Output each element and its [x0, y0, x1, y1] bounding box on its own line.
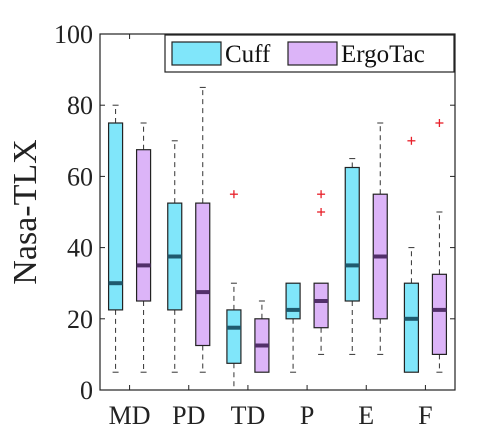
iqr-box — [431, 273, 448, 355]
iqr-box — [285, 282, 301, 320]
y-tick-label: 100 — [54, 20, 93, 49]
x-tick-label: F — [418, 401, 432, 430]
x-tick-label: TD — [231, 401, 266, 430]
iqr-box — [226, 309, 242, 364]
box-ergotac-md — [135, 122, 152, 373]
x-tick-label: MD — [109, 401, 151, 430]
plot-area — [107, 86, 448, 391]
iqr-box — [135, 149, 152, 302]
iqr-box — [403, 282, 420, 373]
outlier-marker — [435, 119, 444, 127]
legend-swatch-ergotac — [287, 41, 338, 66]
x-tick-label: P — [300, 401, 314, 430]
box-cuff-f — [403, 136, 420, 373]
iqr-box — [344, 166, 360, 302]
box-cuff-e — [344, 158, 360, 355]
box-cuff-pd — [167, 140, 183, 373]
box-ergotac-p — [313, 190, 329, 355]
box-cuff-td — [226, 190, 242, 391]
box-ergotac-e — [372, 122, 388, 355]
legend: Cuff ErgoTac — [164, 34, 455, 73]
box-ergotac-pd — [195, 86, 211, 373]
box-ergotac-f — [431, 119, 448, 373]
box-cuff-md — [107, 104, 124, 373]
box-ergotac-td — [254, 300, 270, 373]
iqr-box — [313, 282, 329, 329]
legend-label-cuff: Cuff — [225, 41, 271, 68]
iqr-box — [195, 202, 211, 347]
iqr-box — [107, 122, 124, 311]
y-tick-label: 0 — [80, 376, 93, 405]
outlier-marker — [407, 136, 416, 145]
y-axis-label: Nasa-TLX — [7, 139, 44, 284]
y-tick-label: 60 — [67, 162, 93, 191]
y-tick-label: 40 — [67, 234, 93, 263]
x-tick-label: PD — [172, 401, 205, 430]
outlier-marker — [317, 208, 326, 216]
y-tick-label: 20 — [67, 305, 93, 334]
x-tick-label: E — [358, 401, 374, 430]
box-cuff-p — [285, 282, 301, 373]
legend-swatch-cuff — [171, 41, 222, 66]
axes: 0 20 40 60 80 100 MD PD TD P E F — [54, 20, 456, 430]
outlier-marker — [317, 190, 326, 199]
axes-frame — [99, 33, 456, 391]
y-tick-label: 80 — [67, 91, 93, 120]
legend-label-ergotac: ErgoTac — [341, 41, 425, 68]
outlier-marker — [229, 190, 238, 199]
